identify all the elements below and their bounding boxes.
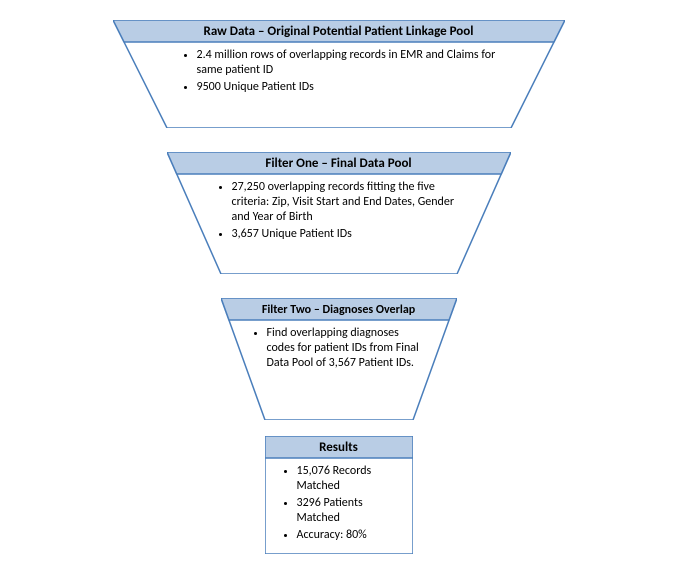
funnel-stage-2: Filter Two – Diagnoses Overlap Find overl… xyxy=(221,298,457,420)
funnel-stage-1: Filter One – Final Data Pool 27,250 overl… xyxy=(167,152,511,274)
stage-body: 2.4 million rows of overlapping records … xyxy=(179,48,499,97)
stage-bullet: Accuracy: 80% xyxy=(297,528,399,543)
stage-title: Filter Two – Diagnoses Overlap xyxy=(221,300,457,320)
stage-bullet: 27,250 overlapping records fitting the f… xyxy=(232,180,464,225)
stage-title: Raw Data – Original Potential Patient Li… xyxy=(113,22,565,42)
stage-body: Find overlapping diagnoses codes for pat… xyxy=(249,326,429,373)
stage-bullet: 15,076 Records Matched xyxy=(297,464,399,494)
stage-bullet: Find overlapping diagnoses codes for pat… xyxy=(267,326,429,371)
stage-body: 15,076 Records Matched3296 Patients Matc… xyxy=(279,464,399,545)
stage-title: Results xyxy=(265,438,413,458)
stage-bullet: 2.4 million rows of overlapping records … xyxy=(197,48,499,78)
stage-bullet: 3,657 Unique Patient IDs xyxy=(232,227,464,242)
funnel-stage-3: Results 15,076 Records Matched3296 Patien… xyxy=(265,436,413,554)
funnel-diagram: Raw Data – Original Potential Patient Li… xyxy=(0,0,677,577)
stage-title: Filter One – Final Data Pool xyxy=(167,154,511,174)
stage-bullet: 3296 Patients Matched xyxy=(297,496,399,526)
stage-bullet: 9500 Unique Patient IDs xyxy=(197,80,499,95)
stage-body: 27,250 overlapping records fitting the f… xyxy=(214,180,464,244)
funnel-stage-0: Raw Data – Original Potential Patient Li… xyxy=(113,20,565,128)
